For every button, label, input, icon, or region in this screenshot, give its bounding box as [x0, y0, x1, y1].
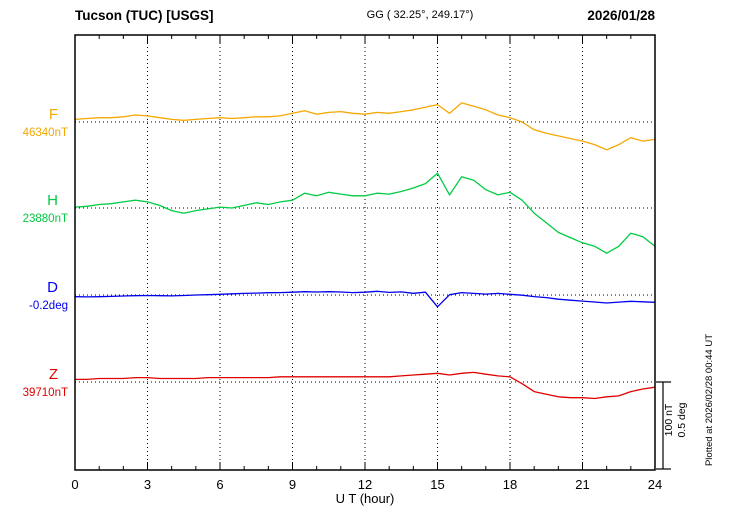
series-baseline-d: -0.2deg	[29, 300, 68, 312]
x-axis-title: U T (hour)	[336, 491, 395, 506]
trace-f	[74, 102, 656, 151]
geographic-coordinates: GG ( 32.25°, 249.17°)	[367, 9, 474, 21]
series-letter-h: H	[47, 192, 58, 209]
x-tick-label: 15	[430, 477, 444, 492]
x-tick-label: 12	[358, 477, 372, 492]
trace-z	[74, 371, 656, 400]
plot-area: 0 3 6 9 12 15 18 21 24	[71, 34, 671, 492]
series-letter-d: D	[47, 279, 58, 296]
series-baseline-z: 39710nT	[23, 387, 68, 399]
scale-label-nt: 100 nT	[663, 403, 675, 436]
date-label: 2026/01/28	[587, 8, 655, 23]
x-tick-label: 21	[575, 477, 589, 492]
scale-label-deg: 0.5 deg	[676, 402, 688, 437]
plotted-at-label: Plotted at 2026/02/28 00:44 UT	[704, 334, 715, 466]
series-baseline-h: 23880nT	[23, 213, 68, 225]
x-tick-label: 6	[216, 477, 223, 492]
x-tick-label: 24	[648, 477, 662, 492]
x-tick-label: 0	[71, 477, 78, 492]
series-letter-f: F	[49, 106, 58, 123]
x-tick-label: 18	[503, 477, 517, 492]
trace-h	[74, 172, 656, 254]
series-letter-z: Z	[49, 366, 58, 383]
x-tick-label: 3	[144, 477, 151, 492]
series-baseline-f: 46340nT	[23, 127, 68, 139]
plot-border	[74, 34, 656, 471]
trace-d	[74, 290, 656, 308]
station-title: Tucson (TUC) [USGS]	[75, 8, 214, 23]
x-tick-label: 9	[289, 477, 296, 492]
